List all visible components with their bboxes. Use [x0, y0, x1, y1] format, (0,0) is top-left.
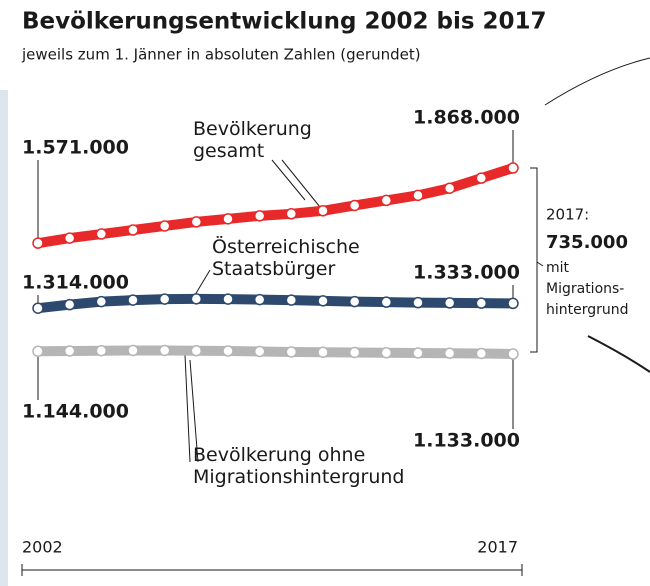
point — [127, 224, 139, 236]
callout-arc — [587, 335, 650, 373]
series-label: Bevölkerung gesamt — [193, 118, 312, 162]
value-label: 1.144.000 — [22, 401, 129, 423]
point — [63, 232, 76, 244]
value-label: 1.868.000 — [413, 107, 520, 129]
point — [285, 294, 298, 306]
series-label: Bevölkerung ohne Migrationshintergrund — [193, 444, 405, 488]
point — [443, 182, 456, 194]
annotation: Migrations- — [546, 281, 624, 297]
point — [127, 344, 139, 357]
point — [222, 345, 234, 357]
series-line — [33, 345, 518, 359]
point — [95, 344, 108, 357]
leader — [194, 269, 211, 296]
point — [222, 213, 234, 225]
point — [380, 346, 393, 359]
point — [63, 298, 76, 311]
point — [348, 199, 361, 212]
annotation: 2017: — [546, 206, 589, 224]
point — [253, 293, 266, 306]
side-stripe — [0, 90, 8, 586]
point — [348, 346, 361, 359]
value-label: 1.133.000 — [413, 430, 520, 452]
point — [475, 347, 488, 360]
point — [285, 346, 298, 358]
point — [507, 348, 519, 360]
series-line — [33, 163, 518, 249]
leader — [271, 159, 321, 208]
point — [475, 172, 488, 184]
point — [95, 295, 108, 308]
x-tick-label: 2002 — [22, 538, 63, 557]
point — [158, 293, 171, 305]
point — [222, 293, 234, 305]
value-label: 1.314.000 — [22, 272, 129, 294]
value-label: 1.571.000 — [22, 137, 129, 159]
point — [32, 237, 44, 249]
series-label: Österreichische Staatsbürger — [212, 236, 360, 280]
point — [63, 345, 76, 357]
annotation: mit — [546, 260, 570, 276]
annotation: 735.000 — [546, 232, 628, 253]
callout-arc — [544, 57, 650, 106]
annotation: hintergrund — [546, 302, 629, 318]
point — [317, 205, 329, 217]
point — [317, 295, 329, 307]
point — [95, 228, 108, 240]
point — [190, 216, 203, 228]
point — [507, 297, 519, 310]
value-label: 1.333.000 — [413, 262, 520, 284]
series-line — [33, 293, 518, 314]
point — [158, 220, 171, 232]
point — [127, 294, 139, 306]
chart-subtitle: jeweils zum 1. Jänner in absoluten Zahle… — [21, 46, 421, 64]
point — [253, 345, 266, 358]
point — [348, 295, 361, 308]
point — [380, 296, 393, 308]
point — [32, 345, 44, 357]
point — [507, 162, 519, 174]
point — [317, 346, 329, 358]
point — [32, 302, 44, 314]
point — [475, 297, 488, 309]
point — [158, 344, 171, 357]
x-tick-label: 2017 — [477, 538, 518, 557]
bracket — [530, 167, 544, 353]
point — [412, 347, 424, 359]
x-axis — [21, 564, 523, 576]
point — [285, 208, 298, 220]
point — [443, 297, 456, 309]
leader — [184, 354, 199, 463]
point — [412, 296, 424, 309]
point — [190, 344, 203, 357]
point — [253, 210, 266, 222]
point — [190, 293, 203, 305]
point — [443, 347, 456, 359]
chart-title: Bevölkerungsentwicklung 2002 bis 2017 — [22, 9, 547, 35]
point — [412, 189, 424, 202]
point — [380, 194, 393, 207]
